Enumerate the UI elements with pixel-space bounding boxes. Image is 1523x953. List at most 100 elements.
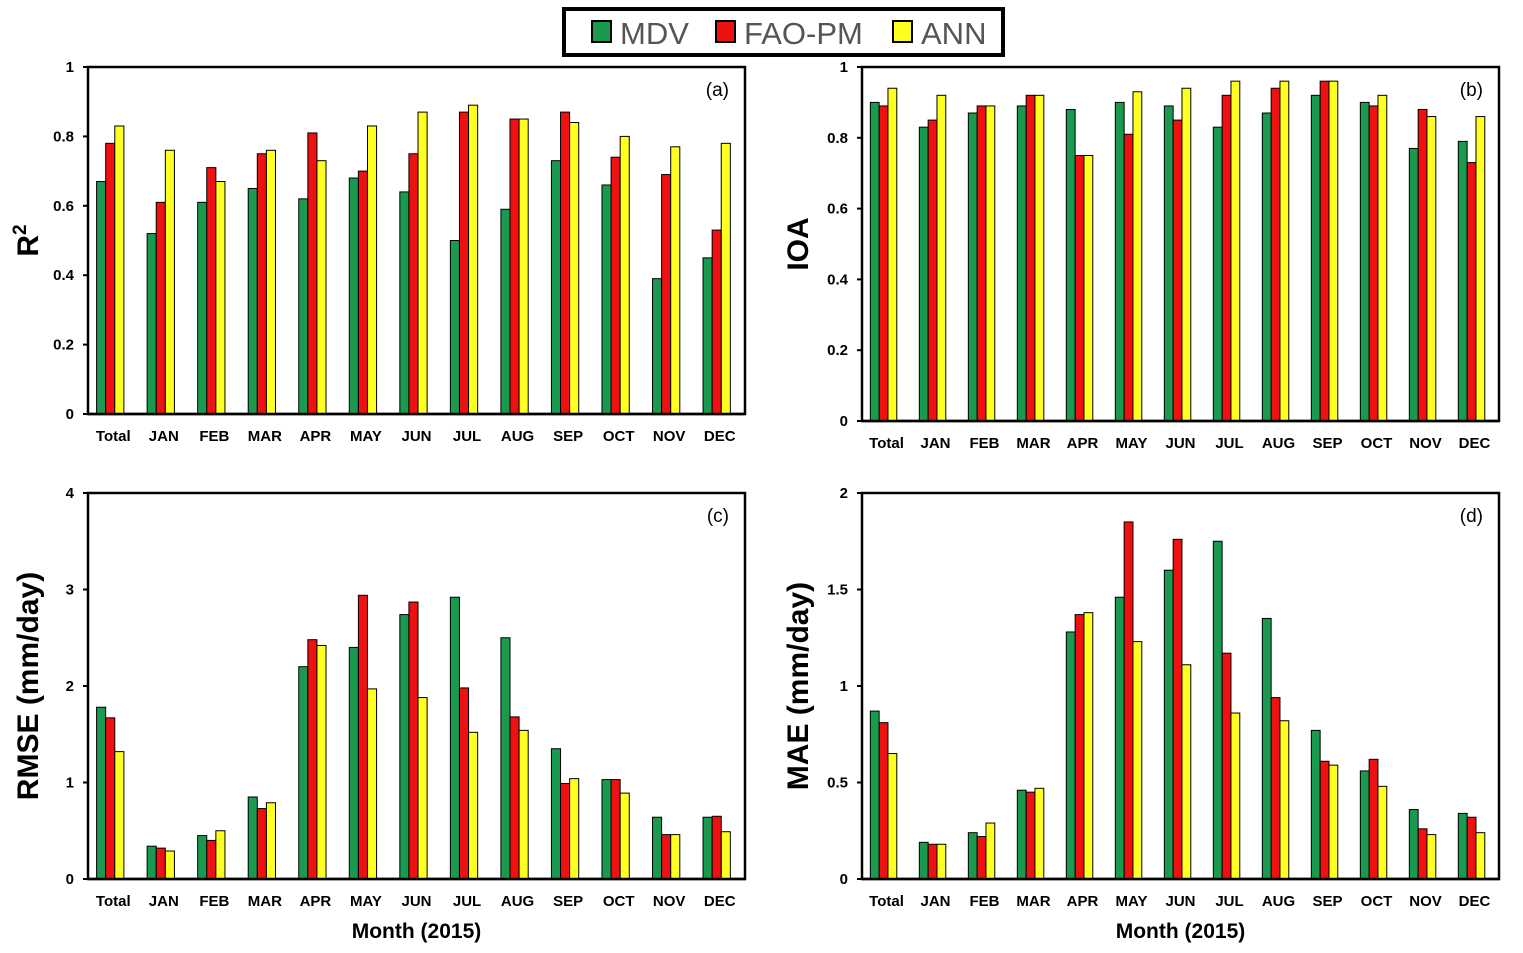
bar-ann-mar [1034,787,1045,880]
bar-fao-pm-may [357,594,368,880]
y-axis-label-superscript: 2 [10,224,31,235]
bar-ann-dec [1475,116,1486,422]
bar-fao-pm-nov [661,174,672,415]
x-tick-label: JUN [401,428,431,445]
bar-mdv-jan [146,845,157,880]
x-tick-label: MAR [248,428,282,445]
y-tick-label: 4 [66,485,75,502]
x-axis-label: Month (2015) [352,920,482,943]
y-tick-label: 0 [66,406,74,423]
x-tick-label: SEP [1312,893,1342,910]
chart-panel-c: 0 1 2 3 4 Total JAN FEB MAR APR MAY JUN JUL AUG SEP OCT… [12,485,747,943]
bar-mdv-sep [550,748,562,880]
chart-panel-d: 0 0.5 1 1.5 2 Total JAN FEB MAR APR MAY JUN JUL AUG SE… [782,485,1501,943]
x-tick-label: MAR [1016,435,1050,452]
chart-panel-b: 0 0.2 0.4 0.6 0.8 1 Total JAN FEB MAR APR MAY JUN JUL… [782,59,1501,452]
bar-ann-aug [1279,80,1290,422]
bar-ann-apr [1083,612,1094,880]
x-tick-label: FEB [970,893,1000,910]
legend-swatch-fao-pm [715,20,736,43]
bar-fao-pm-apr [1074,155,1085,422]
bar-mdv-dec [1457,812,1468,880]
y-axis-label-text: IOA [782,217,815,270]
bar-fao-pm-sep [560,111,571,415]
x-tick-label: OCT [1361,435,1393,452]
bar-fao-pm-jun [1172,119,1183,422]
bar-fao-pm-jun [408,601,419,880]
bar-mdv-apr [298,666,309,880]
bar-fao-pm-jan [927,119,938,422]
bar-mdv-jul [1212,540,1223,880]
bar-ann-oct [1377,785,1388,880]
panel-label: (a) [706,80,729,101]
x-tick-label: JUL [1215,435,1243,452]
bar-mdv-nov [1408,809,1419,880]
y-tick-label: 0 [840,413,848,430]
bar-ann-oct [619,792,630,880]
bar-fao-pm-oct [610,156,621,415]
x-tick-label: MAR [248,893,282,910]
bar-mdv-feb [967,832,978,880]
x-tick-label: MAY [1116,435,1148,452]
x-tick-label: MAR [1016,893,1050,910]
x-tick-label: JAN [920,893,950,910]
x-tick-label: AUG [1262,435,1295,452]
bar-fao-pm-jan [927,843,938,880]
bar-fao-pm-feb [206,167,217,415]
bar-fao-pm-apr [307,639,318,880]
y-tick-label: 1 [66,59,74,76]
bar-ann-nov [670,146,681,415]
bar-ann-feb [215,830,226,880]
bar-mdv-aug [1261,617,1272,880]
bar-fao-pm-mar [256,808,267,880]
bar-fao-pm-jul [458,687,470,880]
bar-ann-may [366,688,378,880]
x-tick-label: DEC [704,428,736,445]
x-tick-label: FEB [970,435,1000,452]
bar-mdv-total [869,101,880,422]
bar-mdv-may [348,646,359,880]
bar-fao-pm-dec [1466,816,1477,880]
bar-mdv-aug [1261,112,1272,422]
x-tick-label: JUL [453,428,481,445]
bar-ann-nov [1426,116,1437,422]
bar-ann-jan [164,850,175,880]
bar-mdv-mar [1016,789,1027,880]
bar-mdv-oct [601,184,612,415]
x-tick-label: JAN [149,893,179,910]
bar-fao-pm-total [878,722,889,880]
bar-fao-pm-mar [1025,94,1036,422]
bar-mdv-sep [1310,94,1321,422]
bar-ann-may [366,125,378,415]
bar-fao-pm-aug [509,118,520,415]
bar-ann-feb [215,181,226,415]
bar-mdv-oct [1359,770,1370,880]
bar-mdv-nov [1408,147,1419,422]
bar-ann-jan [936,843,947,880]
bar-ann-jan [936,94,947,422]
bar-fao-pm-oct [1368,758,1379,880]
bar-fao-pm-jun [1172,538,1183,880]
x-tick-label: Total [869,893,904,910]
x-tick-label: DEC [1459,435,1491,452]
bar-mdv-nov [652,278,663,415]
bar-mdv-feb [197,835,208,880]
y-tick-label: 3 [66,582,74,599]
bar-mdv-jan [146,233,157,415]
x-tick-label: APR [300,893,332,910]
x-tick-label: FEB [199,893,229,910]
bar-ann-total [114,751,125,880]
y-tick-label: 0.6 [827,201,848,218]
x-tick-label: AUG [501,893,534,910]
y-axis-label-text: RMSE (mm/day) [12,572,45,800]
bar-fao-pm-aug [1270,87,1281,422]
bar-fao-pm-total [105,142,116,415]
x-tick-label: Total [96,428,131,445]
bar-mdv-aug [500,637,511,880]
x-tick-label: APR [1067,893,1099,910]
bar-mdv-feb [967,112,978,422]
bar-mdv-aug [500,208,511,415]
x-tick-label: MAY [1116,893,1148,910]
bar-mdv-mar [247,796,258,880]
